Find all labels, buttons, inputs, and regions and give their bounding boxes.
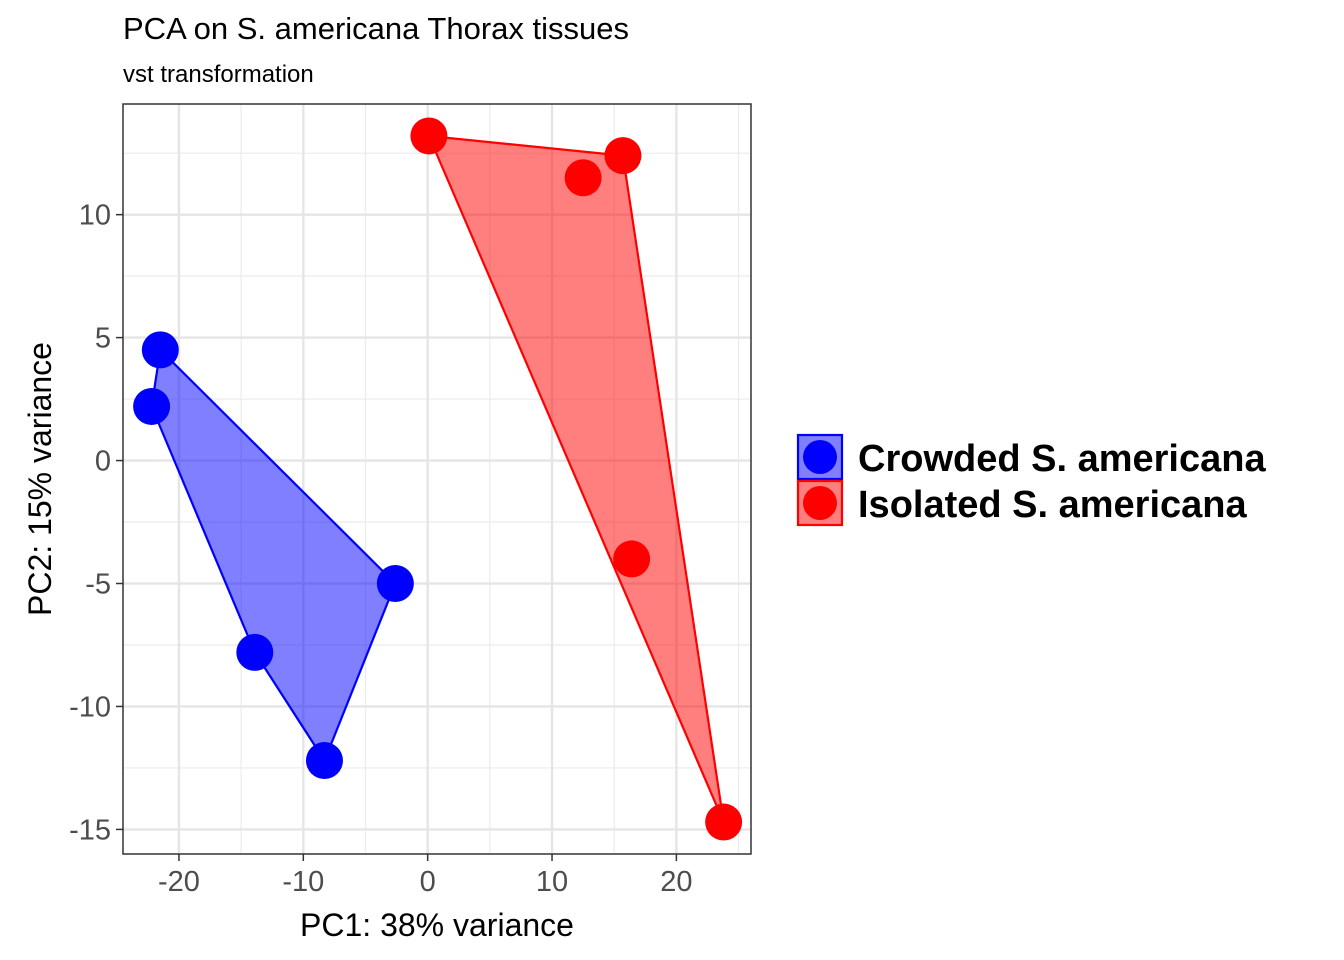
x-tick-label: 10	[536, 866, 568, 898]
data-point-series-2	[705, 803, 743, 841]
y-tick-label: 5	[95, 323, 111, 355]
data-point-series-1	[236, 633, 274, 671]
legend-marker	[803, 486, 837, 520]
data-point-series-2	[613, 540, 651, 578]
x-axis-ticks: -20 -10 0 10 20	[158, 854, 693, 898]
legend-key	[796, 433, 844, 481]
x-tick-label: -20	[158, 866, 200, 898]
x-tick-label: 0	[420, 866, 436, 898]
data-point-series-1	[305, 742, 343, 780]
y-tick-label: 10	[79, 200, 111, 232]
data-point-series-1	[133, 387, 171, 425]
x-tick-label: -10	[282, 866, 324, 898]
hull-series-2	[427, 134, 725, 824]
chart-title: PCA on S. americana Thorax tissues	[123, 11, 629, 46]
data-point-series-2	[410, 117, 448, 155]
y-tick-label: -10	[69, 691, 111, 723]
legend-marker	[803, 440, 837, 474]
x-axis-title: PC1: 38% variance	[300, 907, 574, 943]
x-tick-label: 20	[660, 866, 692, 898]
y-tick-label: 0	[95, 446, 111, 478]
plot-panel	[122, 103, 752, 855]
y-axis-ticks: -15 -10 -5 0 5 10	[69, 200, 123, 846]
y-tick-label: -15	[69, 814, 111, 846]
data-point-series-2	[604, 137, 642, 175]
plot-border	[122, 103, 752, 855]
data-point-series-1	[141, 331, 179, 369]
legend-label: Isolated S. americana	[858, 484, 1247, 526]
data-point-series-1	[376, 565, 414, 603]
y-axis-title: PC2: 15% variance	[22, 342, 58, 616]
legend-key	[796, 479, 844, 527]
points-layer	[133, 117, 743, 841]
chart-subtitle: vst transformation	[123, 61, 314, 88]
data-point-series-2	[564, 159, 602, 197]
legend-label: Crowded S. americana	[858, 438, 1266, 480]
y-tick-label: -5	[85, 569, 111, 601]
